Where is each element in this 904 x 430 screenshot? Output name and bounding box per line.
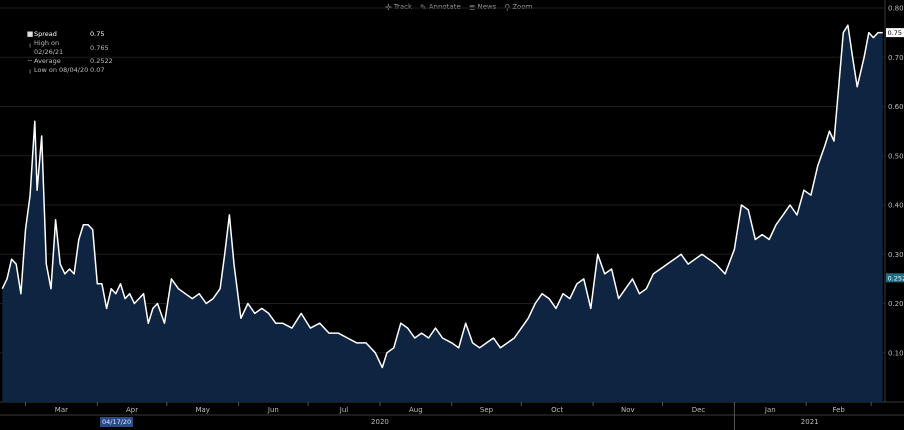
spread-area (2, 25, 883, 402)
x-month-label: Apr (126, 406, 138, 414)
track-label: Track (393, 3, 413, 11)
news-label: News (477, 3, 497, 11)
low-marker-icon: ╷ (27, 66, 33, 74)
x-month-label: May (195, 406, 209, 414)
x-month-label: Mar (55, 406, 68, 414)
average-value-tag-box (886, 273, 904, 283)
legend-value: 0.765 (90, 43, 109, 52)
magnifier-icon: ⚲ (504, 2, 511, 12)
spread-line (1, 24, 883, 369)
zoom-button[interactable]: ⚲ Zoom (504, 3, 532, 12)
legend-label: Low on 08/04/20 (34, 66, 89, 74)
last-value-tag-box (886, 28, 904, 38)
x-month-label: Dec (692, 406, 706, 414)
crosshair-icon: ✛ (385, 2, 392, 12)
legend-value: 0.2522 (90, 57, 113, 65)
average-value-tag: 0.2522 (888, 274, 904, 282)
legend-label: Average (34, 57, 61, 65)
x-month-label: Feb (832, 406, 845, 414)
x-month-label: Jan (764, 406, 776, 414)
y-tick-label: 0.20 (888, 300, 904, 308)
legend-row-spread[interactable]: ■ Spread 0.75 (26, 30, 113, 39)
legend-row-average: ┄ Average 0.2522 (26, 57, 113, 66)
track-button[interactable]: ✛ Track (385, 3, 412, 12)
legend-row-low: ╷ Low on 08/04/20 0.07 (26, 66, 113, 75)
start-date-tag: 04/17/20 (100, 417, 134, 427)
pencil-icon: ✎ (420, 2, 427, 12)
x-year-label: 2021 (801, 418, 819, 426)
y-tick-label: 0.60 (888, 103, 904, 111)
y-tick-label: 0.50 (888, 152, 904, 160)
legend-checkbox-icon[interactable]: ■ (26, 30, 34, 38)
news-button[interactable]: ≣ News (469, 3, 497, 12)
y-tick-label: 0.70 (888, 54, 904, 62)
legend-value: 0.07 (90, 66, 105, 74)
chart-toolbar: ✛ Track ✎ Annotate ≣ News ⚲ Zoom (385, 1, 532, 13)
x-month-label: Sep (480, 406, 494, 414)
high-marker-icon: ╵ (27, 43, 33, 52)
x-month-label: Jun (267, 406, 279, 414)
news-icon: ≣ (468, 2, 476, 12)
x-year-label: 2020 (371, 418, 389, 426)
annotate-label: Annotate (428, 3, 461, 11)
legend-label: High on 02/26/21 (34, 39, 64, 56)
legend-value: 0.75 (90, 30, 105, 38)
x-month-label: Jul (339, 406, 349, 414)
average-line-icon: ┄ (27, 57, 33, 65)
legend-label: Spread (34, 30, 57, 38)
zoom-label: Zoom (512, 3, 533, 11)
x-month-label: Nov (621, 406, 635, 414)
y-tick-label: 0.10 (888, 349, 904, 357)
last-value-tag: 0.75 (888, 29, 902, 37)
x-month-label: Oct (551, 406, 563, 414)
legend-row-high: ╵ High on 02/26/21 0.765 (26, 39, 113, 57)
x-month-label: Aug (409, 406, 423, 414)
y-tick-label: 0.30 (888, 251, 904, 259)
y-tick-label: 0.80 (888, 5, 904, 13)
annotate-button[interactable]: ✎ Annotate (420, 3, 461, 12)
chart-legend: ■ Spread 0.75 ╵ High on 02/26/21 0.765 ┄… (26, 30, 113, 75)
y-tick-label: 0.40 (888, 202, 904, 210)
